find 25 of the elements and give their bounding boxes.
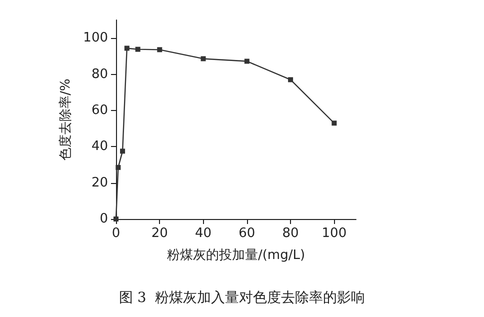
- point: [116, 164, 121, 170]
- x-tick-label: 40: [195, 226, 212, 241]
- y-tick-label: 60: [91, 102, 108, 118]
- x-axis-title: 粉煤灰的投加量/(mg/L): [166, 248, 306, 263]
- y-axis-title: 色度去除率/%: [57, 78, 74, 160]
- x-tick-label: 60: [238, 226, 256, 241]
- y-tick-label: 100: [83, 30, 108, 46]
- x-tick-label: 100: [322, 226, 347, 241]
- point: [332, 120, 337, 126]
- y-tick-label: 20: [91, 175, 108, 190]
- point: [114, 216, 118, 222]
- caption: 图 3 粉煤灰加入量对色度去除率的影响: [118, 290, 366, 306]
- x-tick-label: 80: [282, 226, 299, 241]
- y-tick-label: 0: [100, 212, 108, 226]
- x-tick-label: 0: [112, 226, 120, 241]
- point: [288, 77, 294, 82]
- point: [124, 46, 130, 51]
- point: [120, 148, 126, 154]
- x-tick-label: 20: [151, 226, 168, 241]
- point: [200, 56, 206, 62]
- y-tick-label: 40: [91, 139, 108, 154]
- point: [244, 58, 250, 64]
- y-tick-label: 80: [91, 66, 108, 82]
- point: [157, 47, 162, 52]
- point: [135, 46, 140, 52]
